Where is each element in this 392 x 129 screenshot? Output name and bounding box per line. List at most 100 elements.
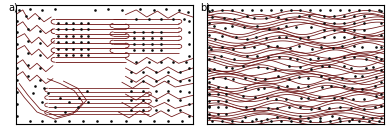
Point bbox=[80, 120, 86, 123]
Point bbox=[51, 106, 58, 108]
Point bbox=[85, 101, 91, 103]
Point bbox=[268, 9, 274, 11]
Point bbox=[15, 115, 21, 117]
Point bbox=[288, 9, 294, 11]
Point bbox=[326, 107, 332, 109]
Point bbox=[251, 78, 258, 80]
Point bbox=[307, 9, 314, 11]
Point bbox=[272, 67, 278, 70]
Point bbox=[214, 100, 221, 102]
Point bbox=[30, 92, 36, 94]
Point bbox=[149, 49, 155, 51]
Point bbox=[308, 68, 314, 70]
Point bbox=[376, 120, 382, 123]
Point bbox=[25, 75, 31, 77]
Point bbox=[62, 111, 69, 113]
Point bbox=[233, 36, 239, 38]
Point bbox=[328, 85, 334, 87]
Point bbox=[273, 98, 279, 100]
Point bbox=[326, 57, 332, 59]
Point bbox=[151, 120, 157, 123]
Point bbox=[214, 106, 221, 108]
Point bbox=[341, 29, 347, 31]
Point bbox=[285, 106, 292, 108]
Point bbox=[321, 15, 327, 17]
Point bbox=[39, 101, 45, 103]
Point bbox=[316, 96, 323, 99]
Point bbox=[327, 9, 333, 11]
Point bbox=[318, 75, 325, 77]
Point bbox=[212, 38, 218, 40]
Point bbox=[186, 103, 192, 105]
Point bbox=[55, 48, 61, 50]
Point bbox=[297, 66, 303, 68]
Point bbox=[275, 16, 281, 18]
Point bbox=[287, 57, 293, 59]
Point bbox=[282, 25, 289, 27]
Point bbox=[74, 106, 81, 108]
Point bbox=[94, 120, 100, 123]
Point bbox=[151, 9, 157, 11]
Point bbox=[25, 63, 31, 66]
Point bbox=[377, 81, 384, 83]
Point bbox=[275, 75, 281, 77]
Point bbox=[372, 85, 378, 87]
Point bbox=[206, 58, 212, 60]
Point bbox=[307, 58, 314, 60]
Point bbox=[122, 120, 129, 123]
Point bbox=[317, 9, 323, 11]
Point bbox=[223, 113, 230, 115]
Point bbox=[317, 120, 323, 123]
Point bbox=[230, 78, 237, 80]
Point bbox=[219, 9, 225, 11]
Point bbox=[330, 97, 337, 99]
Point bbox=[243, 106, 249, 108]
Point bbox=[356, 120, 362, 123]
Point bbox=[62, 22, 69, 24]
Point bbox=[362, 67, 368, 69]
Point bbox=[140, 43, 146, 45]
Point bbox=[298, 9, 304, 11]
Point bbox=[315, 57, 321, 59]
Point bbox=[329, 115, 335, 117]
Point bbox=[209, 9, 216, 11]
Point bbox=[293, 26, 299, 28]
Point bbox=[149, 43, 155, 45]
Point bbox=[16, 9, 22, 11]
Point bbox=[149, 31, 155, 33]
Point bbox=[15, 79, 21, 81]
Point bbox=[76, 97, 83, 99]
Point bbox=[206, 113, 212, 115]
Point bbox=[361, 98, 368, 100]
Point bbox=[85, 41, 91, 43]
Point bbox=[140, 37, 146, 39]
Point bbox=[206, 106, 212, 108]
Point bbox=[70, 48, 76, 50]
Point bbox=[140, 90, 146, 92]
Point bbox=[206, 93, 212, 95]
Point bbox=[254, 66, 261, 68]
Point bbox=[275, 86, 281, 88]
Point bbox=[318, 46, 324, 49]
Point bbox=[186, 91, 192, 93]
Point bbox=[376, 9, 382, 11]
Point bbox=[363, 58, 369, 60]
Point bbox=[140, 99, 146, 101]
Point bbox=[105, 8, 111, 10]
Point bbox=[131, 31, 138, 33]
Point bbox=[296, 76, 303, 78]
Point bbox=[133, 18, 139, 20]
Point bbox=[92, 9, 98, 11]
Point bbox=[278, 9, 284, 11]
Point bbox=[287, 47, 294, 49]
Point bbox=[251, 108, 258, 110]
Point bbox=[66, 120, 72, 123]
Point bbox=[62, 41, 69, 43]
Point bbox=[77, 54, 83, 56]
Point bbox=[336, 117, 343, 119]
Point bbox=[177, 80, 183, 82]
Point bbox=[305, 36, 311, 38]
Point bbox=[305, 85, 311, 87]
Point bbox=[15, 55, 21, 57]
Point bbox=[327, 120, 333, 123]
